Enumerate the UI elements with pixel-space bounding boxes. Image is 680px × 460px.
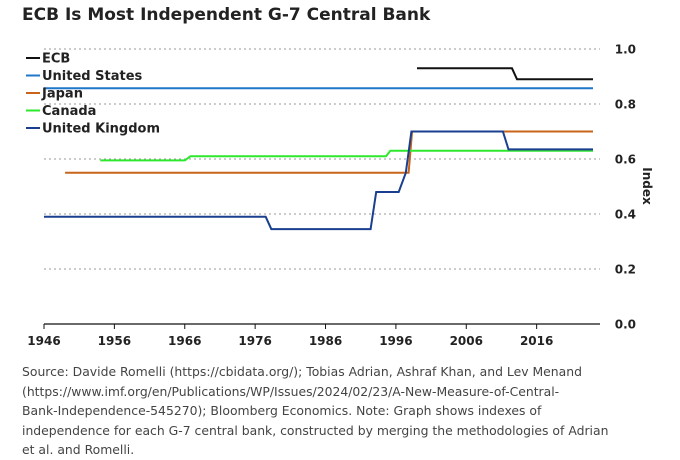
source-line: et al. and Romelli. [22, 442, 135, 457]
legend-label: United States [42, 69, 143, 84]
series-lines [44, 67, 593, 231]
x-tick-label: 2006 [450, 334, 483, 348]
legend-label: Canada [42, 104, 96, 119]
y-tick-label: 1.0 [615, 43, 636, 57]
y-tick-label: 0.4 [615, 208, 636, 222]
y-tick-label: 0.6 [615, 153, 636, 167]
legend-label: Japan [41, 87, 83, 102]
source-line: independence for each G-7 central bank, … [22, 422, 609, 438]
source-line: Bank-Independence-545270); Bloomberg Eco… [22, 403, 542, 418]
y-axis-ticks: 0.0 0.2 0.4 0.6 0.8 1.0 [615, 43, 636, 332]
y-tick-label: 0.8 [615, 98, 636, 112]
series-line-ecb [417, 67, 593, 81]
source-line: Source: Davide Romelli (https://cbidata.… [22, 364, 582, 379]
y-tick-label: 0.0 [615, 318, 636, 332]
series-line-japan [65, 130, 593, 174]
x-tick-label: 1996 [379, 334, 412, 348]
legend-label: ECB [42, 52, 70, 67]
chart-title: ECB Is Most Independent G-7 Central Bank [22, 5, 431, 25]
line-chart: 0.00.20.40.60.81.0 1946 1956 1966 1976 1986 1… [26, 43, 654, 348]
x-tick-label: 1986 [309, 334, 342, 348]
legend-label: United Kingdom [42, 122, 160, 137]
legend: ECB United States Japan Canada United Kingdo… [26, 52, 160, 137]
series-line-united-kingdom [44, 130, 593, 231]
x-tick-label: 2016 [520, 334, 553, 348]
y-tick-label: 0.2 [615, 263, 636, 277]
x-axis-ticks: 1946 1956 1966 1976 1986 1996 2006 2016 [27, 324, 553, 348]
x-tick-label: 1956 [98, 334, 131, 348]
x-tick-label: 1976 [238, 334, 271, 348]
gridlines [44, 48, 600, 325]
source-line: (https://www.imf.org/en/Publications/WP/… [22, 383, 560, 399]
x-tick-label: 1946 [27, 334, 60, 348]
source-note: Source: Davide Romelli (https://cbidata.… [22, 362, 662, 460]
y-axis-label: Index [640, 167, 654, 205]
x-tick-label: 1966 [168, 334, 201, 348]
series-line-canada [100, 149, 593, 162]
